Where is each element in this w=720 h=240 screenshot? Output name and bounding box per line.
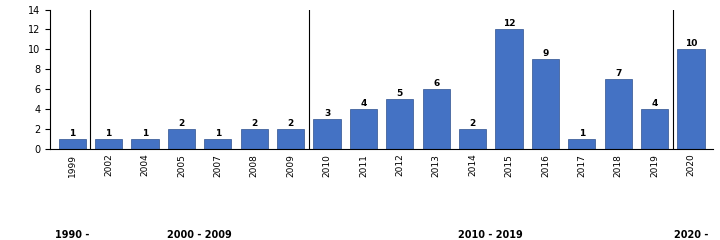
Bar: [204, 139, 231, 149]
Bar: [495, 30, 523, 149]
Text: 2010 - 2019: 2010 - 2019: [459, 229, 523, 240]
Bar: [95, 139, 122, 149]
Text: 10: 10: [685, 39, 697, 48]
Text: 12: 12: [503, 19, 516, 29]
Bar: [313, 119, 341, 149]
Text: 2: 2: [179, 119, 184, 128]
Bar: [423, 89, 450, 149]
Bar: [459, 129, 486, 149]
Bar: [240, 129, 268, 149]
Text: 2: 2: [287, 119, 294, 128]
Text: 1: 1: [579, 129, 585, 138]
Text: 1990 -
1999: 1990 - 1999: [55, 229, 89, 240]
Text: 1: 1: [106, 129, 112, 138]
Text: 6: 6: [433, 79, 439, 88]
Bar: [386, 99, 413, 149]
Text: 5: 5: [397, 89, 403, 98]
Bar: [678, 49, 705, 149]
Bar: [641, 109, 668, 149]
Bar: [532, 59, 559, 149]
Bar: [58, 139, 86, 149]
Text: 4: 4: [360, 99, 366, 108]
Text: 2000 - 2009: 2000 - 2009: [167, 229, 232, 240]
Text: 1: 1: [215, 129, 221, 138]
Text: 7: 7: [615, 69, 621, 78]
Bar: [277, 129, 305, 149]
Bar: [350, 109, 377, 149]
Bar: [131, 139, 158, 149]
Bar: [568, 139, 595, 149]
Text: 1: 1: [69, 129, 76, 138]
Text: 2: 2: [469, 119, 476, 128]
Text: 3: 3: [324, 109, 330, 118]
Text: 4: 4: [652, 99, 658, 108]
Text: 2: 2: [251, 119, 257, 128]
Text: 1: 1: [142, 129, 148, 138]
Bar: [605, 79, 632, 149]
Text: 2020 -
2029: 2020 - 2029: [674, 229, 708, 240]
Bar: [168, 129, 195, 149]
Text: 9: 9: [542, 49, 549, 58]
